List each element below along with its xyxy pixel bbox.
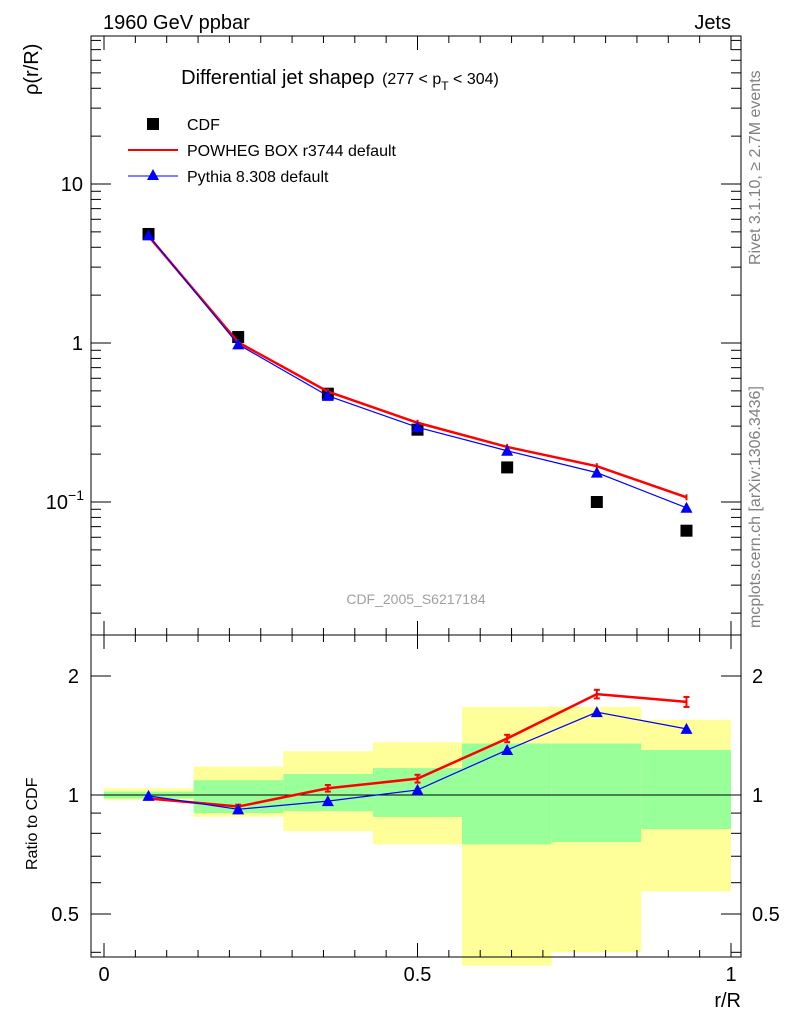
x-axis-label: r/R	[714, 990, 741, 1012]
ratio-y-tick-label-left: 1	[68, 785, 79, 807]
legend-pythia-marker	[147, 169, 159, 180]
header-right-label: Jets	[694, 12, 731, 34]
ratio-point-triangle	[411, 783, 424, 795]
main-y-tick-label: 1	[72, 333, 83, 355]
legend-powheg-label: POWHEG BOX r3744 default	[187, 143, 397, 160]
ratio-point-triangle	[680, 722, 693, 734]
uncertainty-band-inner	[551, 743, 642, 843]
x-tick-label: 0	[98, 964, 109, 986]
data-point-square	[680, 524, 693, 537]
main-title-symbol: ρ	[363, 67, 374, 89]
main-title-text: Differential jet shape	[181, 67, 363, 89]
main-title-range-sub: T	[441, 79, 449, 93]
series-line	[148, 235, 687, 509]
main-title-range-end: < 304)	[449, 71, 499, 88]
ratio-panel: 0 0.5 1 2 2 1 1 0.5 0.5 Ratio to CDF r/R	[24, 634, 780, 1012]
main-y-tick-label: 10	[61, 174, 83, 196]
ratio-point-triangle	[321, 795, 334, 807]
uncertainty-band-inner	[462, 743, 552, 845]
main-y-axis-label: ρ(r/R)	[21, 44, 43, 95]
main-y-tick-label: 10−1	[46, 487, 84, 514]
ratio-y-axis-label: Ratio to CDF	[24, 777, 41, 870]
data-point-triangle	[411, 421, 424, 433]
legend-cdf-marker	[147, 118, 159, 130]
x-tick-label: 0.5	[404, 964, 432, 986]
x-tick-label: 1	[725, 964, 736, 986]
ratio-frame	[90, 634, 742, 958]
ratio-y-tick-label-left: 0.5	[51, 904, 79, 926]
data-point-triangle	[142, 229, 155, 241]
mcplots-source-label: mcplots.cern.ch [arXiv:1306.3436]	[747, 386, 764, 628]
main-panel: 10 1 10−1 Differential jet shapeρ (277 < p…	[21, 35, 742, 636]
data-point-triangle	[321, 389, 334, 401]
ratio-point-triangle	[232, 803, 245, 815]
header-left-label: 1960 GeV ppbar	[103, 12, 250, 34]
rivet-version-label: Rivet 3.1.10, ≥ 2.7M events	[747, 70, 764, 265]
series-line	[147, 235, 687, 499]
ratio-y-tick-label-right: 1	[752, 785, 763, 807]
legend: CDF POWHEG BOX r3744 default Pythia 8.30…	[128, 117, 397, 186]
uncertainty-band-inner	[641, 749, 731, 830]
ratio-point-triangle	[501, 743, 514, 755]
ratio-y-tick-label-right: 0.5	[752, 904, 780, 926]
ratio-y-tick-label-left: 2	[68, 666, 79, 688]
data-point-triangle	[232, 338, 245, 350]
data-point-square	[501, 461, 514, 474]
legend-cdf-label: CDF	[187, 117, 220, 134]
analysis-watermark: CDF_2005_S6217184	[346, 591, 486, 607]
main-title: Differential jet shapeρ (277 < pT < 304)	[181, 67, 499, 93]
main-title-range: (277 < p	[382, 71, 441, 88]
data-point-triangle	[501, 444, 514, 456]
data-point-square	[590, 496, 603, 508]
ratio-point-triangle	[590, 706, 603, 718]
legend-pythia-label: Pythia 8.308 default	[187, 169, 329, 186]
data-point-triangle	[680, 501, 693, 513]
data-point-triangle	[590, 466, 603, 478]
ratio-point-triangle	[142, 789, 155, 801]
ratio-y-tick-label-right: 2	[752, 666, 763, 688]
